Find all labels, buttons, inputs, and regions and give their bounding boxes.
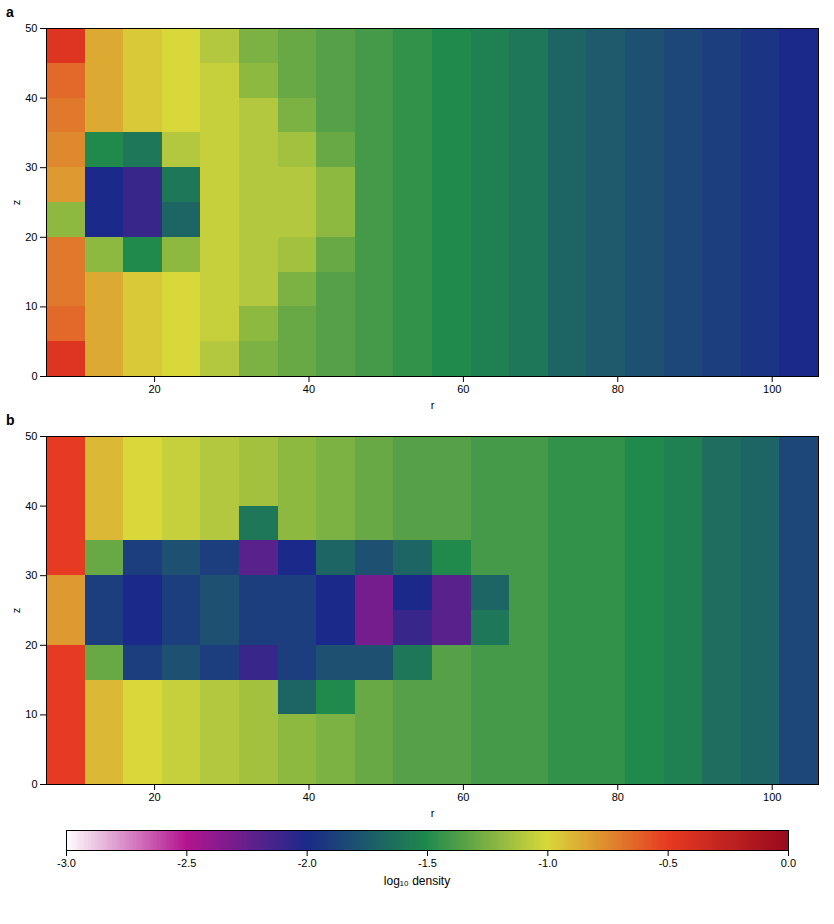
html-text:log₁₀ density: log₁₀ density xyxy=(383,874,451,888)
svg-text:50: 50 xyxy=(25,22,37,34)
svg-text:10: 10 xyxy=(25,300,37,312)
html-text:a: a xyxy=(6,4,14,20)
html-text:b: b xyxy=(6,412,15,428)
svg-text:60: 60 xyxy=(457,383,469,395)
svg-text:r: r xyxy=(431,399,435,411)
svg-text:30: 30 xyxy=(25,161,37,173)
svg-text:50: 50 xyxy=(25,430,37,442)
svg-text:-2.5: -2.5 xyxy=(177,857,196,869)
svg-text:20: 20 xyxy=(25,231,37,243)
svg-text:0: 0 xyxy=(31,778,37,790)
svg-text:z: z xyxy=(10,200,22,206)
svg-text:100: 100 xyxy=(763,791,781,803)
svg-text:20: 20 xyxy=(25,639,37,651)
svg-text:r: r xyxy=(431,807,435,819)
svg-text:40: 40 xyxy=(303,383,315,395)
svg-text:z: z xyxy=(10,608,22,614)
svg-text:60: 60 xyxy=(457,791,469,803)
svg-text:20: 20 xyxy=(148,383,160,395)
svg-text:-1.5: -1.5 xyxy=(418,857,437,869)
svg-text:-2.0: -2.0 xyxy=(298,857,317,869)
svg-text:0.0: 0.0 xyxy=(781,857,796,869)
svg-text:10: 10 xyxy=(25,708,37,720)
svg-text:40: 40 xyxy=(25,92,37,104)
svg-text:-0.5: -0.5 xyxy=(659,857,678,869)
svg-text:80: 80 xyxy=(612,791,624,803)
svg-text:20: 20 xyxy=(148,791,160,803)
svg-text:-1.0: -1.0 xyxy=(538,857,557,869)
svg-text:40: 40 xyxy=(25,500,37,512)
svg-text:-3.0: -3.0 xyxy=(57,857,76,869)
svg-text:30: 30 xyxy=(25,569,37,581)
svg-text:100: 100 xyxy=(763,383,781,395)
svg-text:0: 0 xyxy=(31,370,37,382)
svg-text:40: 40 xyxy=(303,791,315,803)
svg-text:80: 80 xyxy=(612,383,624,395)
